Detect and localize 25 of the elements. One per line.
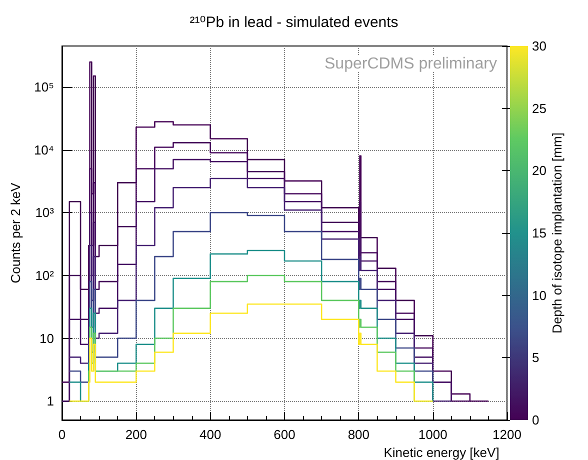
color-bar-label: 10	[532, 288, 546, 303]
color-bar-label: 15	[532, 226, 546, 240]
color-bar-label: 25	[532, 100, 546, 116]
y-axis-title: Counts per 2 keV	[8, 182, 23, 284]
y-tick-label: 10⁵	[34, 80, 54, 95]
x-tick-label: 1000	[418, 427, 448, 442]
color-bar-label: 20	[532, 163, 546, 178]
x-tick-label: 200	[125, 427, 148, 442]
y-tick-label: 10³	[35, 205, 55, 220]
x-tick-label: 800	[348, 427, 370, 442]
y-tick-label: 1	[46, 394, 54, 409]
y-tick-label: 10²	[35, 268, 55, 283]
x-tick-label: 400	[199, 427, 222, 442]
x-tick-label: 1200	[492, 427, 522, 442]
y-tick-label: 10	[40, 330, 54, 346]
color-bar-title: Depth of isotope implantation [mm]	[549, 132, 564, 334]
chart-title: ²¹⁰Pb in lead - simulated events	[190, 14, 398, 31]
x-axis-title: Kinetic energy [keV]	[384, 444, 500, 460]
color-bar-label: 5	[532, 350, 540, 366]
annotation: SuperCDMS preliminary	[324, 56, 497, 72]
color-bar-label: 0	[532, 412, 540, 428]
y-tick-label: 10⁴	[34, 142, 54, 158]
x-tick-label: 600	[274, 427, 296, 442]
color-bar-label: 30	[532, 38, 546, 54]
x-tick-label: 0	[58, 427, 66, 442]
